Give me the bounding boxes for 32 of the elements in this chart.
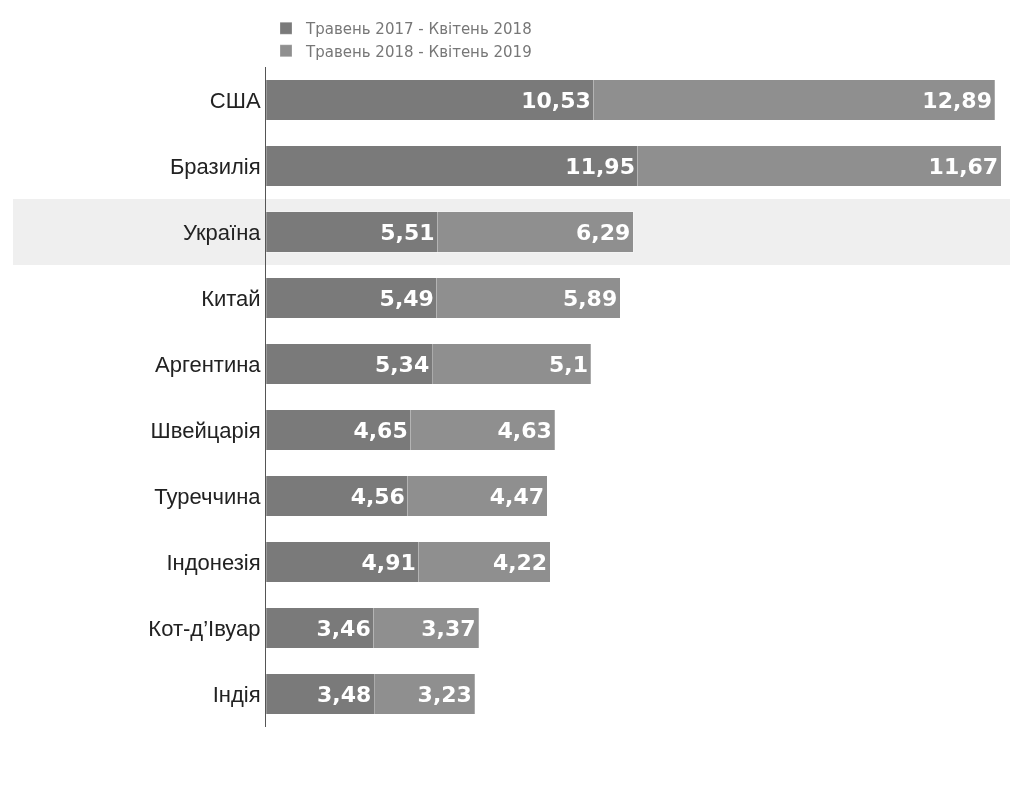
data-label: 11,67: [928, 153, 999, 179]
legend-label: Травень 2018 - Квітень 2019: [305, 42, 532, 61]
data-label: 4,65: [353, 417, 408, 443]
data-label: 4,91: [361, 549, 416, 575]
legend-label: Травень 2017 - Квітень 2018: [305, 20, 532, 39]
y-tick-label: Аргентина: [155, 351, 262, 377]
y-tick-label: США: [209, 87, 261, 113]
y-tick-label: Бразилія: [169, 153, 261, 179]
y-tick-label: Китай: [201, 285, 261, 311]
y-tick-label: Індонезія: [166, 549, 261, 575]
data-label: 3,23: [417, 681, 472, 707]
data-label: 3,46: [316, 615, 371, 641]
data-label: 11,95: [565, 153, 635, 179]
y-tick-label: Індія: [212, 681, 261, 707]
data-label: 10,53: [521, 87, 591, 113]
data-label: 5,51: [380, 219, 435, 245]
data-label: 5,49: [379, 285, 434, 311]
data-label: 3,37: [421, 615, 476, 641]
data-label: 5,1: [548, 351, 588, 377]
data-label: 4,56: [350, 483, 405, 509]
y-tick-label: Україна: [183, 219, 262, 245]
data-label: 5,89: [562, 285, 618, 311]
data-label: 4,47: [489, 483, 545, 509]
data-label: 4,22: [492, 549, 548, 575]
y-tick-label: Туреччина: [154, 483, 262, 509]
data-label: 4,63: [497, 417, 552, 443]
data-label: 6,29: [576, 219, 631, 245]
data-label: 3,48: [317, 681, 372, 707]
y-tick-label: Кот-д’Івуар: [148, 615, 261, 641]
data-label: 12,89: [922, 87, 992, 113]
y-tick-label: Швейцарія: [150, 417, 261, 443]
data-label: 5,34: [374, 351, 430, 377]
